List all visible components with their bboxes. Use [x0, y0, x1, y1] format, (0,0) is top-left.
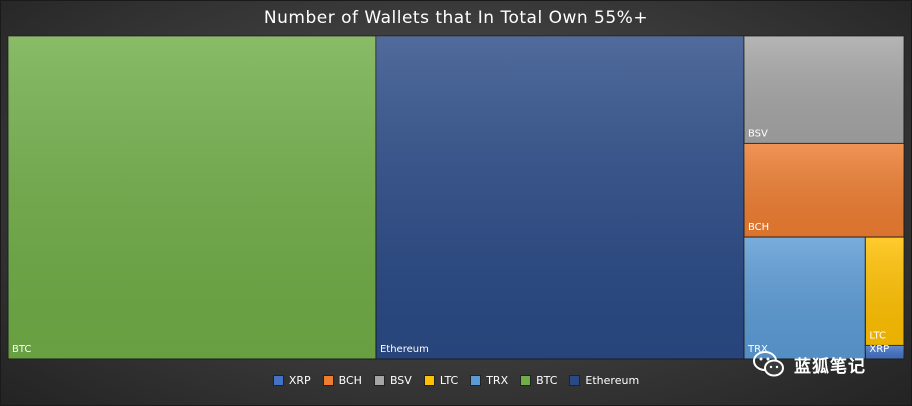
tile-label-xrp: XRP: [869, 344, 889, 355]
legend-label-trx: TRX: [486, 374, 509, 387]
tile-label-bch: BCH: [748, 222, 769, 233]
legend-item-trx: TRX: [470, 374, 508, 387]
legend-label-bch: BCH: [338, 374, 362, 387]
legend-item-bch: BCH: [322, 374, 362, 387]
watermark: 蓝狐笔记: [752, 346, 902, 382]
legend: XRP BCH BSV LTC TRX BTC Ethereum: [0, 374, 912, 387]
legend-swatch-ethereum: [569, 375, 581, 386]
legend-label-btc: BTC: [536, 374, 558, 387]
legend-item-ltc: LTC: [423, 374, 459, 387]
wechat-icon: [753, 351, 784, 377]
legend-swatch-ltc: [423, 375, 435, 386]
tile-label-ltc: LTC: [869, 330, 886, 341]
legend-label-bsv: BSV: [389, 374, 412, 387]
chart-title: Number of Wallets that In Total Own 55%+: [263, 8, 649, 28]
tile-label-bsv: BSV: [748, 128, 768, 139]
tile-shade-bsv: [743, 36, 904, 144]
tile-shade-ltc: [865, 237, 904, 346]
tile-shade-btc: [8, 36, 376, 359]
legend-swatch-bsv: [373, 375, 385, 386]
tile-label-trx: TRX: [747, 344, 768, 355]
legend-swatch-xrp: [272, 375, 284, 386]
legend-label-xrp: XRP: [288, 374, 311, 387]
watermark-text: 蓝狐笔记: [794, 356, 866, 377]
legend-label-ethereum: Ethereum: [585, 374, 640, 387]
legend-item-xrp: XRP: [272, 374, 311, 387]
legend-swatch-bch: [322, 375, 334, 386]
tile-shade-trx: [743, 237, 866, 359]
legend-item-btc: BTC: [520, 374, 557, 387]
tile-label-ethereum: Ethereum: [380, 344, 429, 355]
legend-swatch-btc: [520, 375, 532, 386]
legend-item-ethereum: Ethereum: [569, 374, 639, 387]
legend-label-ltc: LTC: [439, 374, 459, 387]
tile-shade-ethereum: [375, 36, 744, 359]
tile-shade-bch: [743, 143, 904, 238]
tile-label-btc: BTC: [12, 344, 31, 355]
tile-shade-xrp: [865, 345, 904, 359]
legend-item-bsv: BSV: [373, 374, 412, 387]
legend-swatch-trx: [470, 375, 482, 386]
